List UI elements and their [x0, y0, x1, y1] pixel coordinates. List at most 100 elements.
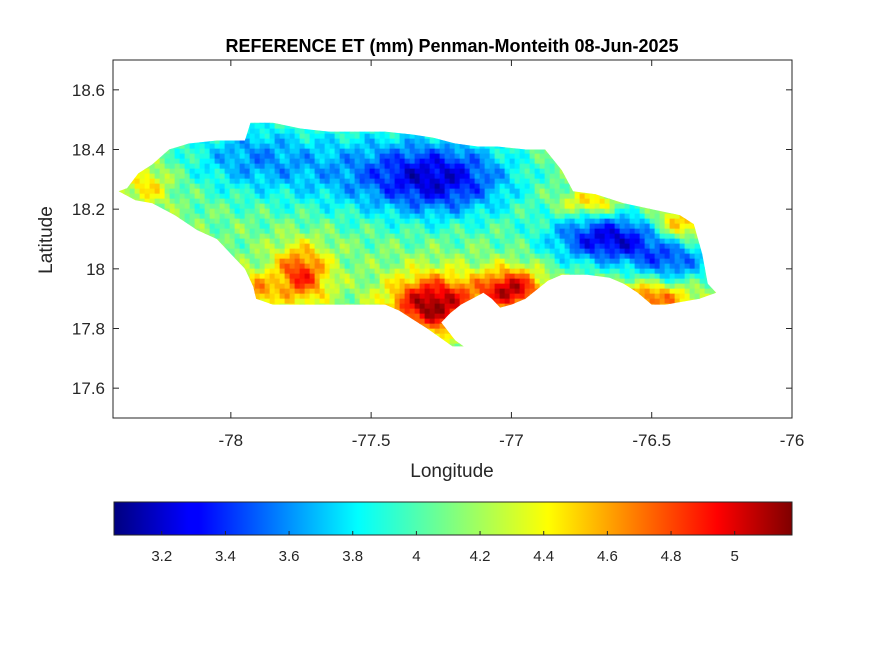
heat-cell [314, 148, 321, 155]
heat-cell [539, 148, 546, 155]
heat-cell [314, 178, 321, 185]
heat-cell [279, 213, 286, 220]
heat-cell [279, 223, 286, 230]
heat-cell [674, 283, 681, 290]
heat-cell [259, 163, 266, 170]
heat-cell [334, 163, 341, 170]
heat-cell [499, 178, 506, 185]
heat-cell [274, 263, 281, 270]
heat-cell [239, 238, 246, 245]
heat-cell [279, 138, 286, 145]
heat-cell [364, 243, 371, 250]
heat-cell [449, 298, 456, 305]
heat-cell [364, 133, 371, 140]
heat-cell [319, 273, 326, 280]
heat-cell [539, 213, 546, 220]
heat-cell [234, 213, 241, 220]
heat-cell [324, 198, 331, 205]
heat-cell [554, 218, 561, 225]
heat-cell [584, 263, 591, 270]
heat-cell [179, 183, 186, 190]
heat-cell [684, 233, 691, 240]
heat-cell [344, 183, 351, 190]
heat-cell [689, 268, 696, 275]
heat-cell [614, 273, 621, 280]
heat-cell [554, 213, 561, 220]
heat-cell [429, 173, 436, 180]
heat-cell [309, 298, 316, 305]
heat-cell [314, 238, 321, 245]
heat-cell [409, 283, 416, 290]
heat-cell [194, 148, 201, 155]
heat-cell [284, 163, 291, 170]
heat-cell [289, 238, 296, 245]
heat-cell [294, 138, 301, 145]
heat-cell [514, 288, 521, 295]
heat-cell [324, 233, 331, 240]
heat-cell [479, 203, 486, 210]
heat-cell [234, 208, 241, 215]
heat-cell [324, 193, 331, 200]
heat-cell [494, 178, 501, 185]
heat-cell [634, 203, 641, 210]
heat-cell [349, 213, 356, 220]
heat-cell [404, 248, 411, 255]
heat-cell [599, 208, 606, 215]
heat-cell [234, 203, 241, 210]
heat-cell [299, 203, 306, 210]
heat-cell [409, 163, 416, 170]
heat-cell [339, 238, 346, 245]
heat-cell [559, 168, 566, 175]
heat-cell [364, 293, 371, 300]
heat-cell [529, 158, 536, 165]
heat-cell [689, 238, 696, 245]
heat-cell [284, 268, 291, 275]
heat-cell [279, 293, 286, 300]
heat-cell [364, 298, 371, 305]
heat-cell [319, 208, 326, 215]
heat-cell [419, 278, 426, 285]
heat-cell [664, 238, 671, 245]
heat-cell [259, 198, 266, 205]
heat-cell [529, 148, 536, 155]
heat-cell [309, 133, 316, 140]
heat-cell [279, 258, 286, 265]
heat-cell [219, 173, 226, 180]
heat-cell [329, 223, 336, 230]
heat-cell [364, 253, 371, 260]
heat-cell [214, 203, 221, 210]
heat-cell [259, 258, 266, 265]
heat-cell [264, 123, 271, 130]
heat-cell [489, 198, 496, 205]
heat-cell [604, 273, 611, 280]
heat-cell [444, 213, 451, 220]
heat-cell [359, 213, 366, 220]
heat-cell [424, 243, 431, 250]
heat-cell [294, 198, 301, 205]
heat-cell [679, 238, 686, 245]
heat-cell [324, 158, 331, 165]
heat-cell [479, 273, 486, 280]
heat-cell [314, 138, 321, 145]
heat-cell [599, 238, 606, 245]
heat-cell [324, 128, 331, 135]
heat-cell [289, 298, 296, 305]
heat-cell [539, 228, 546, 235]
heat-cell [584, 198, 591, 205]
heat-cell [389, 273, 396, 280]
heat-cell [244, 183, 251, 190]
heat-cell [684, 273, 691, 280]
heat-cell [219, 208, 226, 215]
heat-cell [379, 258, 386, 265]
heat-cell [419, 148, 426, 155]
heat-cell [239, 173, 246, 180]
heat-cell [469, 228, 476, 235]
heat-cell [279, 168, 286, 175]
heat-cell [209, 203, 216, 210]
heat-cell [439, 223, 446, 230]
heat-cell [454, 243, 461, 250]
heat-cell [384, 148, 391, 155]
heat-cell [284, 183, 291, 190]
heat-cell [399, 258, 406, 265]
heat-cell [399, 303, 406, 310]
